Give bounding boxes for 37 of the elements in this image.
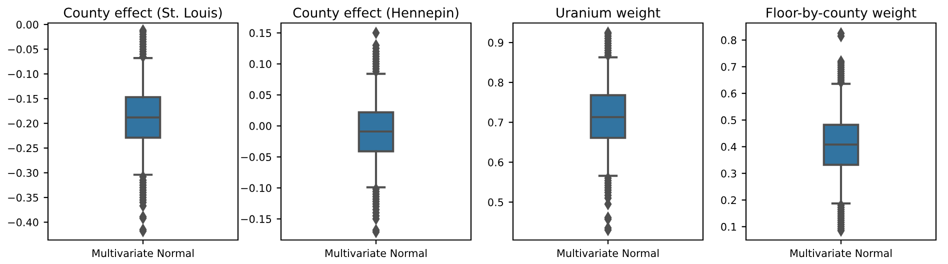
y-tick-label: −0.25 bbox=[8, 144, 38, 152]
y-tick-label: −0.05 bbox=[241, 153, 272, 162]
y-tick-label: 0.00 bbox=[16, 20, 38, 29]
y-tick-label: 0.5 bbox=[488, 198, 504, 206]
y-tick-label: 0.3 bbox=[721, 170, 736, 178]
y-tick-label: −0.35 bbox=[8, 194, 38, 202]
y-tick-label: −0.40 bbox=[8, 218, 38, 226]
y-tick-label: −0.10 bbox=[8, 70, 38, 78]
chart-title: County effect (St. Louis) bbox=[64, 7, 222, 20]
x-tick-label: Multivariate Normal bbox=[790, 249, 892, 258]
y-tick-label: 0.00 bbox=[249, 122, 272, 130]
y-tick-label: 0.9 bbox=[488, 38, 504, 47]
y-tick-label: 0.10 bbox=[249, 60, 272, 68]
y-tick-label: 0.5 bbox=[721, 116, 736, 124]
chart-title: Uranium weight bbox=[556, 7, 660, 20]
y-tick-label: 0.05 bbox=[249, 91, 272, 100]
y-tick-label: 0.6 bbox=[488, 158, 504, 166]
chart-title: Floor-by-county weight bbox=[766, 7, 916, 20]
y-tick-label: 0.7 bbox=[721, 62, 736, 71]
y-tick-label: 0.15 bbox=[249, 29, 272, 38]
x-tick-label: Multivariate Normal bbox=[557, 249, 659, 258]
y-tick-label: −0.10 bbox=[241, 184, 272, 192]
y-tick-label: 0.4 bbox=[721, 142, 736, 151]
y-tick-label: 0.8 bbox=[488, 78, 504, 87]
y-tick-label: 0.2 bbox=[721, 196, 736, 204]
y-tick-label: 0.1 bbox=[721, 222, 736, 231]
y-tick-label: −0.20 bbox=[8, 120, 38, 128]
y-tick-label: −0.15 bbox=[8, 94, 38, 103]
y-tick-label: 0.7 bbox=[488, 118, 504, 126]
x-tick-label: Multivariate Normal bbox=[325, 249, 427, 258]
chart-title: County effect (Hennepin) bbox=[293, 7, 458, 20]
y-tick-label: −0.05 bbox=[8, 45, 38, 54]
x-tick-label: Multivariate Normal bbox=[92, 249, 194, 258]
y-tick-label: 0.8 bbox=[721, 36, 736, 44]
y-tick-label: −0.15 bbox=[241, 215, 272, 224]
y-tick-label: −0.30 bbox=[8, 169, 38, 177]
y-tick-label: 0.6 bbox=[721, 90, 736, 98]
